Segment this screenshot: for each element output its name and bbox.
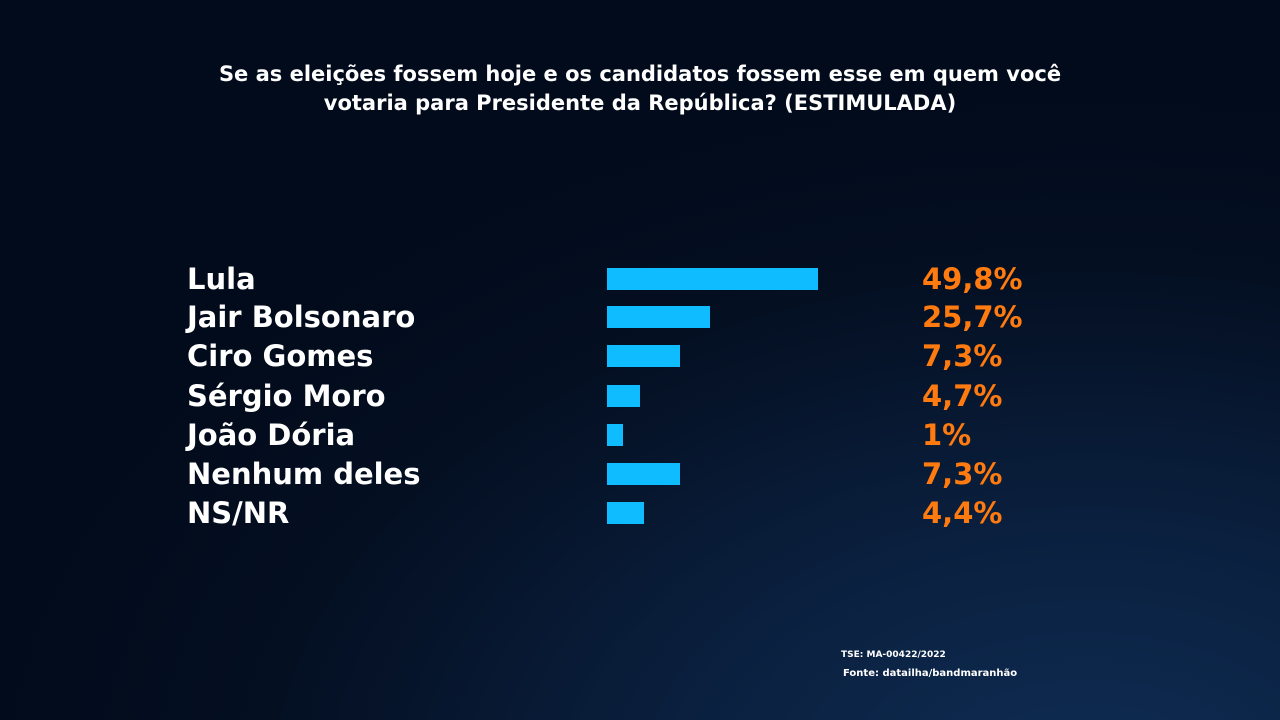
bar-row: Jair Bolsonaro 25,7% [0,299,1280,335]
bar-row: João Dória 1% [0,417,1280,453]
bar [607,385,640,407]
value-label: 25,7% [922,300,1023,334]
bar-row: Ciro Gomes 7,3% [0,338,1280,374]
bar [607,502,644,524]
bar-row: NS/NR 4,4% [0,495,1280,531]
bar-row: Nenhum deles 7,3% [0,456,1280,492]
bar-row: Lula 49,8% [0,261,1280,297]
category-label: Sérgio Moro [187,379,386,413]
source-text: Fonte: datailha/bandmaranhão [843,668,1018,679]
title-line-2: votaria para Presidente da República? (E… [323,91,957,115]
category-label: João Dória [187,418,356,452]
category-label: Nenhum deles [187,457,421,491]
category-label: Jair Bolsonaro [187,300,416,334]
category-label: Lula [187,262,256,296]
bar-row: Sérgio Moro 4,7% [0,378,1280,414]
value-label: 4,7% [922,379,1003,413]
bar [607,345,680,367]
bar [607,268,818,290]
title-line-1: Se as eleições fossem hoje e os candidat… [218,62,1062,86]
bar [607,306,710,328]
value-label: 49,8% [922,262,1023,296]
value-label: 1% [922,418,972,452]
value-label: 4,4% [922,496,1003,530]
chart-title: Se as eleições fossem hoje e os candidat… [0,60,1280,118]
category-label: Ciro Gomes [187,339,374,373]
tse-registration: TSE: MA-00422/2022 [841,650,946,660]
value-label: 7,3% [922,457,1003,491]
bar [607,424,623,446]
value-label: 7,3% [922,339,1003,373]
bar [607,463,680,485]
category-label: NS/NR [187,496,290,530]
